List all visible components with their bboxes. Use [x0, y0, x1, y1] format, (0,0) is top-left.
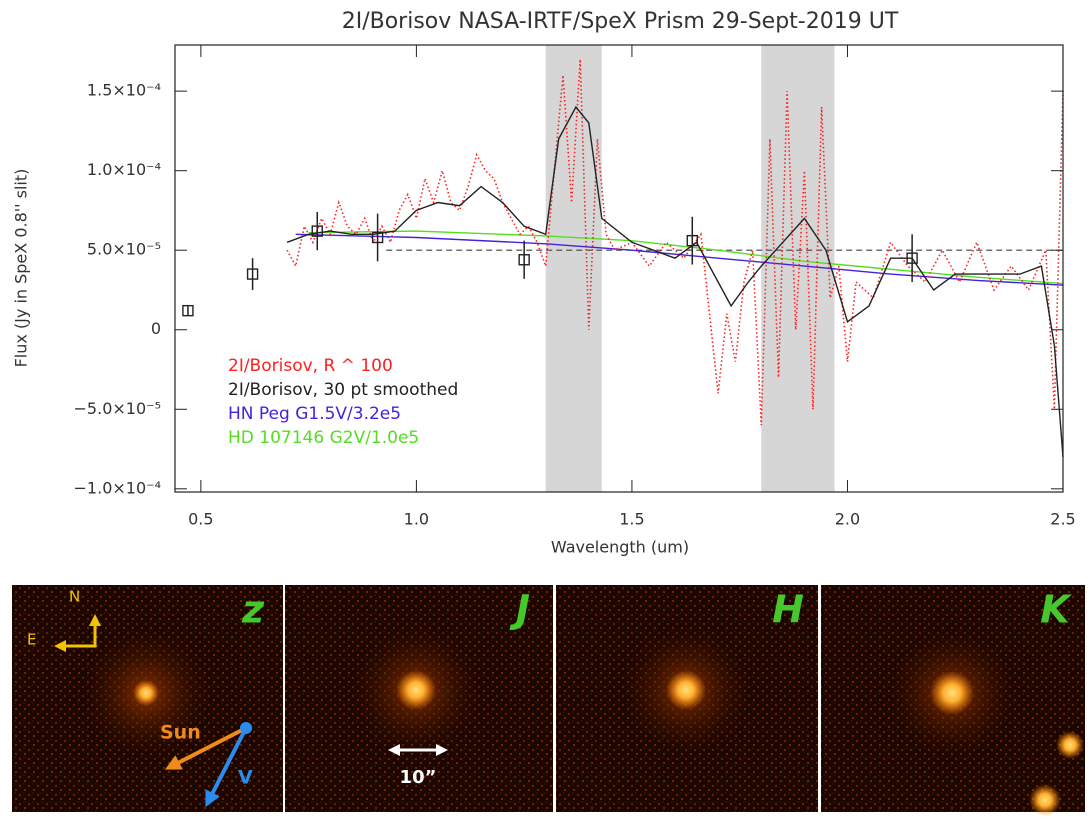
series-line — [286, 59, 1064, 426]
scale-label: 10” — [400, 767, 437, 788]
y-tick-label: −5.0×10⁻⁵ — [74, 399, 161, 418]
photometry-point — [686, 234, 698, 247]
x-tick-label: 2.5 — [1050, 510, 1075, 529]
band-label: H — [772, 588, 804, 632]
photometry-point — [311, 225, 323, 237]
legend-entry: 2I/Borisov, R ^ 100 — [228, 356, 393, 376]
compass — [54, 614, 101, 652]
sun-label: Sun — [160, 722, 201, 744]
field-star — [1056, 731, 1084, 759]
chart-title: 2I/Borisov NASA-IRTF/SpeX Prism 29-Sept-… — [342, 9, 899, 34]
photometry-point — [371, 231, 384, 244]
y-tick-label: 1.0×10⁻⁴ — [87, 160, 161, 179]
image-panel: J — [285, 585, 553, 812]
x-tick-label: 1.5 — [619, 510, 644, 529]
x-tick-label: 0.5 — [188, 510, 213, 529]
x-tick-label: 2.0 — [835, 510, 860, 529]
north-label: N — [69, 588, 80, 606]
plot-frame — [174, 44, 1064, 493]
photometry-point — [906, 252, 918, 264]
x-axis-label: Wavelength (um) — [551, 538, 689, 557]
photometry-point — [246, 268, 259, 280]
legend-entry: 2I/Borisov, 30 pt smoothed — [228, 380, 458, 400]
velocity-arrow — [205, 727, 248, 808]
arrow-origin — [240, 722, 252, 734]
legend-entry: HN Peg G1.5V/3.2e5 — [228, 404, 401, 424]
velocity-label: V — [238, 767, 253, 789]
band-label: K — [1040, 588, 1072, 632]
photometry-point — [518, 254, 530, 266]
sun-arrow — [164, 726, 247, 770]
y-axis-label: Flux (Jy in SpeX 0.8'' slit) — [12, 169, 31, 368]
photometry-point — [182, 304, 194, 317]
y-tick-label: 0 — [151, 319, 161, 338]
target-blob — [396, 670, 436, 710]
image-panel: K — [821, 585, 1085, 816]
x-tick-label: 1.0 — [404, 510, 429, 529]
shaded-band — [545, 45, 602, 492]
series-line — [286, 105, 1064, 458]
legend-entry: HD 107146 G2V/1.0e5 — [228, 428, 419, 448]
series-line — [295, 233, 1064, 286]
target-blob — [133, 680, 159, 706]
series-line — [308, 230, 1064, 285]
target-blob — [930, 671, 974, 715]
target-blob — [666, 670, 706, 710]
image-panel: H — [556, 585, 818, 812]
band-label: z — [241, 588, 265, 632]
y-tick-label: −1.0×10⁻⁴ — [74, 478, 161, 497]
field-star — [1029, 784, 1061, 816]
y-tick-label: 1.5×10⁻⁴ — [87, 81, 161, 100]
east-label: E — [27, 631, 36, 649]
y-tick-label: 5.0×10⁻⁵ — [87, 240, 161, 259]
